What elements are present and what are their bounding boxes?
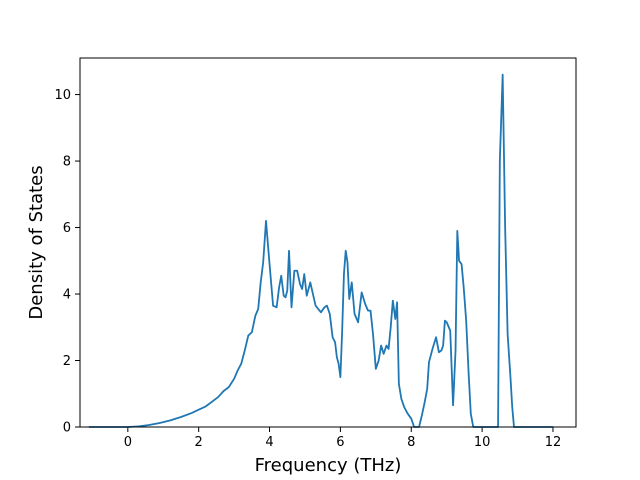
dos-series-line <box>88 73 553 428</box>
x-axis-ticks: 0 2 4 6 8 10 12 <box>124 427 562 450</box>
x-tick-label: 12 <box>545 435 562 450</box>
y-tick-label: 8 <box>63 155 71 170</box>
y-axis-label: Density of States <box>26 165 47 319</box>
y-axis-ticks: 0 2 4 6 8 10 <box>54 88 80 436</box>
x-tick-label: 6 <box>336 435 344 450</box>
y-tick-label: 6 <box>63 221 71 236</box>
x-axis-label: Frequency (THz) <box>255 455 402 476</box>
plot-frame <box>79 57 577 428</box>
y-tick-label: 0 <box>63 421 71 436</box>
y-tick-label: 4 <box>63 288 71 303</box>
plot-background <box>80 58 576 427</box>
x-tick-label: 4 <box>265 435 273 450</box>
x-tick-label: 10 <box>474 435 491 450</box>
x-tick-label: 2 <box>195 435 203 450</box>
x-tick-label: 8 <box>407 435 415 450</box>
y-tick-label: 2 <box>63 354 71 369</box>
y-tick-label: 10 <box>54 88 71 103</box>
x-tick-label: 0 <box>124 435 132 450</box>
